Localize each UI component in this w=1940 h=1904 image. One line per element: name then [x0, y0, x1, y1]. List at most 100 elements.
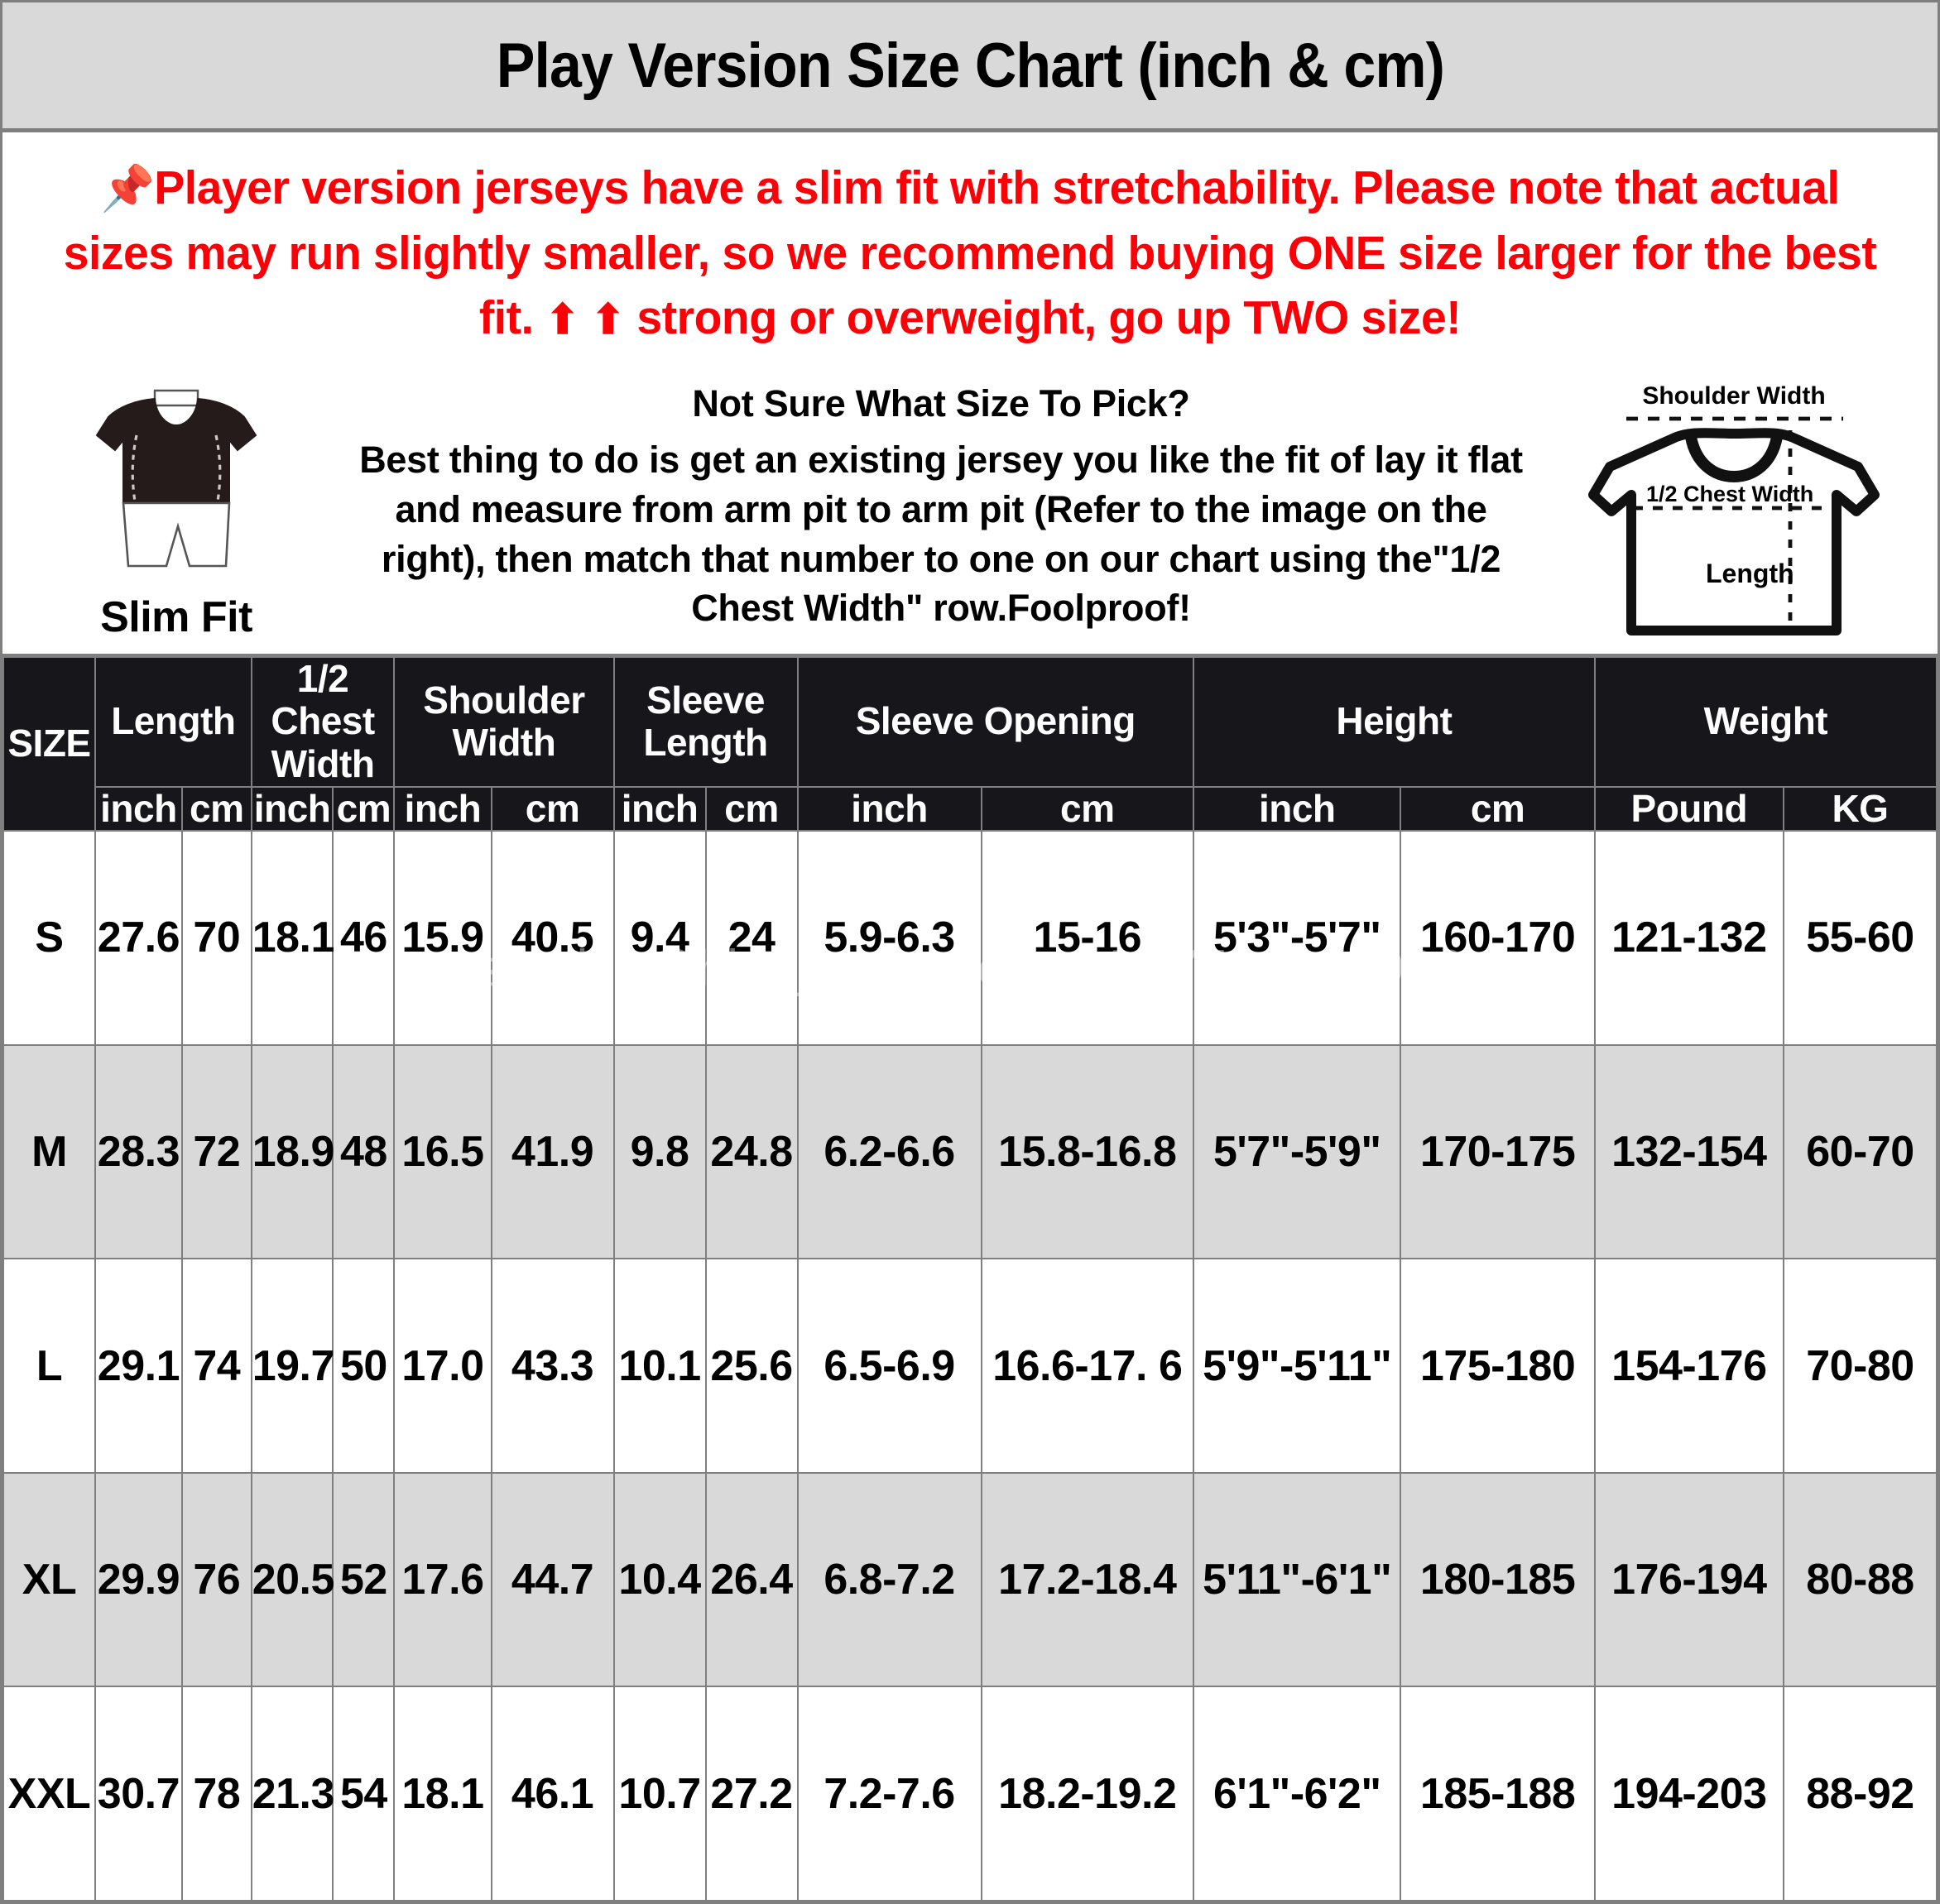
cell-sleeveopen-cm: 15.8-16.8	[980, 1043, 1195, 1260]
cell-length-inch: 29.1	[94, 1258, 183, 1474]
up-arrow-icon-1: ⬆	[545, 296, 579, 343]
cell-weight-kg: 88-92	[1782, 1686, 1938, 1902]
header-size: SIZE	[2, 655, 96, 832]
cell-sleevelen-inch: 9.4	[612, 830, 707, 1046]
cell-size: S	[2, 830, 96, 1046]
cell-chest-cm: 54	[332, 1686, 396, 1902]
cell-chest-inch: 21.3	[250, 1686, 334, 1902]
header-unit-shoulder-inch: inch	[393, 785, 492, 832]
cell-weight-pound: 194-203	[1593, 1686, 1784, 1902]
how-to-question: Not Sure What Size To Pick?	[692, 381, 1190, 424]
cell-weight-kg: 60-70	[1782, 1043, 1938, 1260]
header-unit-height-inch: inch	[1193, 785, 1402, 832]
cell-height-cm: 180-185	[1400, 1471, 1596, 1688]
cell-weight-pound: 132-154	[1593, 1043, 1784, 1260]
cell-sleevelen-cm: 24	[704, 830, 799, 1046]
cell-shoulder-inch: 17.6	[393, 1471, 492, 1688]
size-table: SIZE Length 1/2 Chest Width Shoulder Wid…	[2, 655, 1938, 1902]
cell-shoulder-cm: 43.3	[490, 1258, 615, 1474]
cell-height-cm: 185-188	[1400, 1686, 1596, 1902]
cell-length-cm: 76	[180, 1471, 252, 1688]
header-group-shoulder-width: Shoulder Width	[393, 655, 615, 788]
cell-sleeveopen-inch: 6.5-6.9	[796, 1258, 982, 1474]
cell-height-cm: 160-170	[1400, 830, 1596, 1046]
cell-shoulder-cm: 41.9	[490, 1043, 615, 1260]
cell-shoulder-inch: 15.9	[393, 830, 492, 1046]
header-unit-sleevelen-cm: cm	[704, 785, 799, 832]
tshirt-measurement-diagram-icon: Shoulder Width 1/2 Chest Width Length	[1588, 382, 1880, 635]
header-unit-chest-cm: cm	[332, 785, 396, 832]
cell-length-inch: 27.6	[94, 830, 183, 1046]
notice-section: 📌Player version jerseys have a slim fit …	[0, 132, 1940, 356]
cell-length-inch: 29.9	[94, 1471, 183, 1688]
title-bar: Play Version Size Chart (inch & cm)	[0, 0, 1940, 132]
cell-chest-inch: 19.7	[250, 1258, 334, 1474]
cell-height-inch: 5'9"-5'11"	[1193, 1258, 1402, 1474]
table-row: S 27.6 70 18.1 46 15.9 40.5 9.4 24 5.9-6…	[2, 830, 1938, 1046]
cell-length-inch: 28.3	[94, 1043, 183, 1260]
cell-weight-pound: 121-132	[1593, 830, 1784, 1046]
pushpin-icon: 📌	[100, 164, 155, 213]
table-header-row-units: inch cm inch cm inch cm inch cm inch cm …	[3, 785, 1938, 832]
cell-weight-pound: 154-176	[1593, 1258, 1784, 1474]
header-unit-length-cm: cm	[180, 785, 252, 832]
cell-weight-kg: 55-60	[1782, 830, 1938, 1046]
cell-height-cm: 170-175	[1400, 1043, 1596, 1260]
cell-shoulder-cm: 40.5	[490, 830, 615, 1046]
header-group-length: Length	[94, 655, 252, 788]
header-unit-chest-inch: inch	[250, 785, 334, 832]
cell-chest-inch: 18.1	[250, 830, 334, 1046]
cell-shoulder-inch: 17.0	[393, 1258, 492, 1474]
cell-sleevelen-cm: 24.8	[704, 1043, 799, 1260]
slim-fit-block: Slim Fit	[11, 377, 342, 642]
cell-sleeveopen-cm: 17.2-18.4	[980, 1471, 1195, 1688]
cell-shoulder-inch: 18.1	[393, 1686, 492, 1902]
table-row: XL 29.9 76 20.5 52 17.6 44.7 10.4 26.4 6…	[2, 1471, 1938, 1688]
cell-shoulder-inch: 16.5	[393, 1043, 492, 1260]
cell-weight-pound: 176-194	[1593, 1471, 1784, 1688]
cell-height-inch: 5'7"-5'9"	[1193, 1043, 1402, 1260]
header-unit-sleeveopen-cm: cm	[980, 785, 1195, 832]
cell-sleeveopen-inch: 5.9-6.3	[796, 830, 982, 1046]
cell-size: L	[2, 1258, 96, 1474]
table-row: XXL 30.7 78 21.3 54 18.1 46.1 10.7 27.2 …	[2, 1686, 1938, 1902]
cell-sleeveopen-cm: 16.6-17. 6	[980, 1258, 1195, 1474]
slim-fit-label: Slim Fit	[100, 592, 252, 641]
cell-length-inch: 30.7	[94, 1686, 183, 1902]
cell-height-inch: 6'1"-6'2"	[1193, 1686, 1402, 1902]
table-row: M 28.3 72 18.9 48 16.5 41.9 9.8 24.8 6.2…	[2, 1043, 1938, 1260]
header-unit-sleeveopen-inch: inch	[796, 785, 982, 832]
cell-chest-cm: 52	[332, 1471, 396, 1688]
half-chest-width-label: 1/2 Chest Width	[1646, 482, 1813, 506]
cell-size: XXL	[2, 1686, 96, 1902]
cell-sleevelen-inch: 10.7	[612, 1686, 707, 1902]
length-label: Length	[1706, 559, 1794, 588]
tee-diagram-block: Shoulder Width 1/2 Chest Width Length	[1540, 377, 1929, 650]
cell-chest-inch: 18.9	[250, 1043, 334, 1260]
notice-line-2b: strong or overweight,	[636, 291, 1097, 345]
up-arrow-icon-2: ⬆	[591, 296, 625, 343]
cell-chest-cm: 48	[332, 1043, 396, 1260]
cell-sleevelen-cm: 27.2	[704, 1686, 799, 1902]
header-unit-weight-pound: Pound	[1593, 785, 1784, 832]
cell-length-cm: 78	[180, 1686, 252, 1902]
how-to-measure-text: Not Sure What Size To Pick? Best thing t…	[342, 377, 1540, 633]
cell-weight-kg: 70-80	[1782, 1258, 1938, 1474]
header-unit-sleevelen-inch: inch	[612, 785, 707, 832]
notice-line-1: Player version jerseys have a slim fit w…	[63, 161, 1840, 280]
header-unit-shoulder-cm: cm	[490, 785, 615, 832]
cell-sleevelen-inch: 10.4	[612, 1471, 707, 1688]
cell-length-cm: 74	[180, 1258, 252, 1474]
table-header-row-groups: SIZE Length 1/2 Chest Width Shoulder Wid…	[2, 655, 1938, 832]
page-title: Play Version Size Chart (inch & cm)	[496, 30, 1444, 101]
cell-weight-kg: 80-88	[1782, 1471, 1938, 1688]
how-to-body: Best thing to do is get an existing jers…	[359, 438, 1523, 630]
table-row: L 29.1 74 19.7 50 17.0 43.3 10.1 25.6 6.…	[2, 1258, 1938, 1474]
cell-sleeveopen-inch: 6.8-7.2	[796, 1471, 982, 1688]
cell-sleeveopen-inch: 6.2-6.6	[796, 1043, 982, 1260]
header-unit-weight-kg: KG	[1782, 785, 1938, 832]
cell-shoulder-cm: 46.1	[490, 1686, 615, 1902]
header-group-sleeve-opening: Sleeve Opening	[796, 655, 1195, 788]
notice-line-2a: slightly smaller, so we recommend buying…	[373, 226, 1877, 345]
cell-length-cm: 70	[180, 830, 252, 1046]
